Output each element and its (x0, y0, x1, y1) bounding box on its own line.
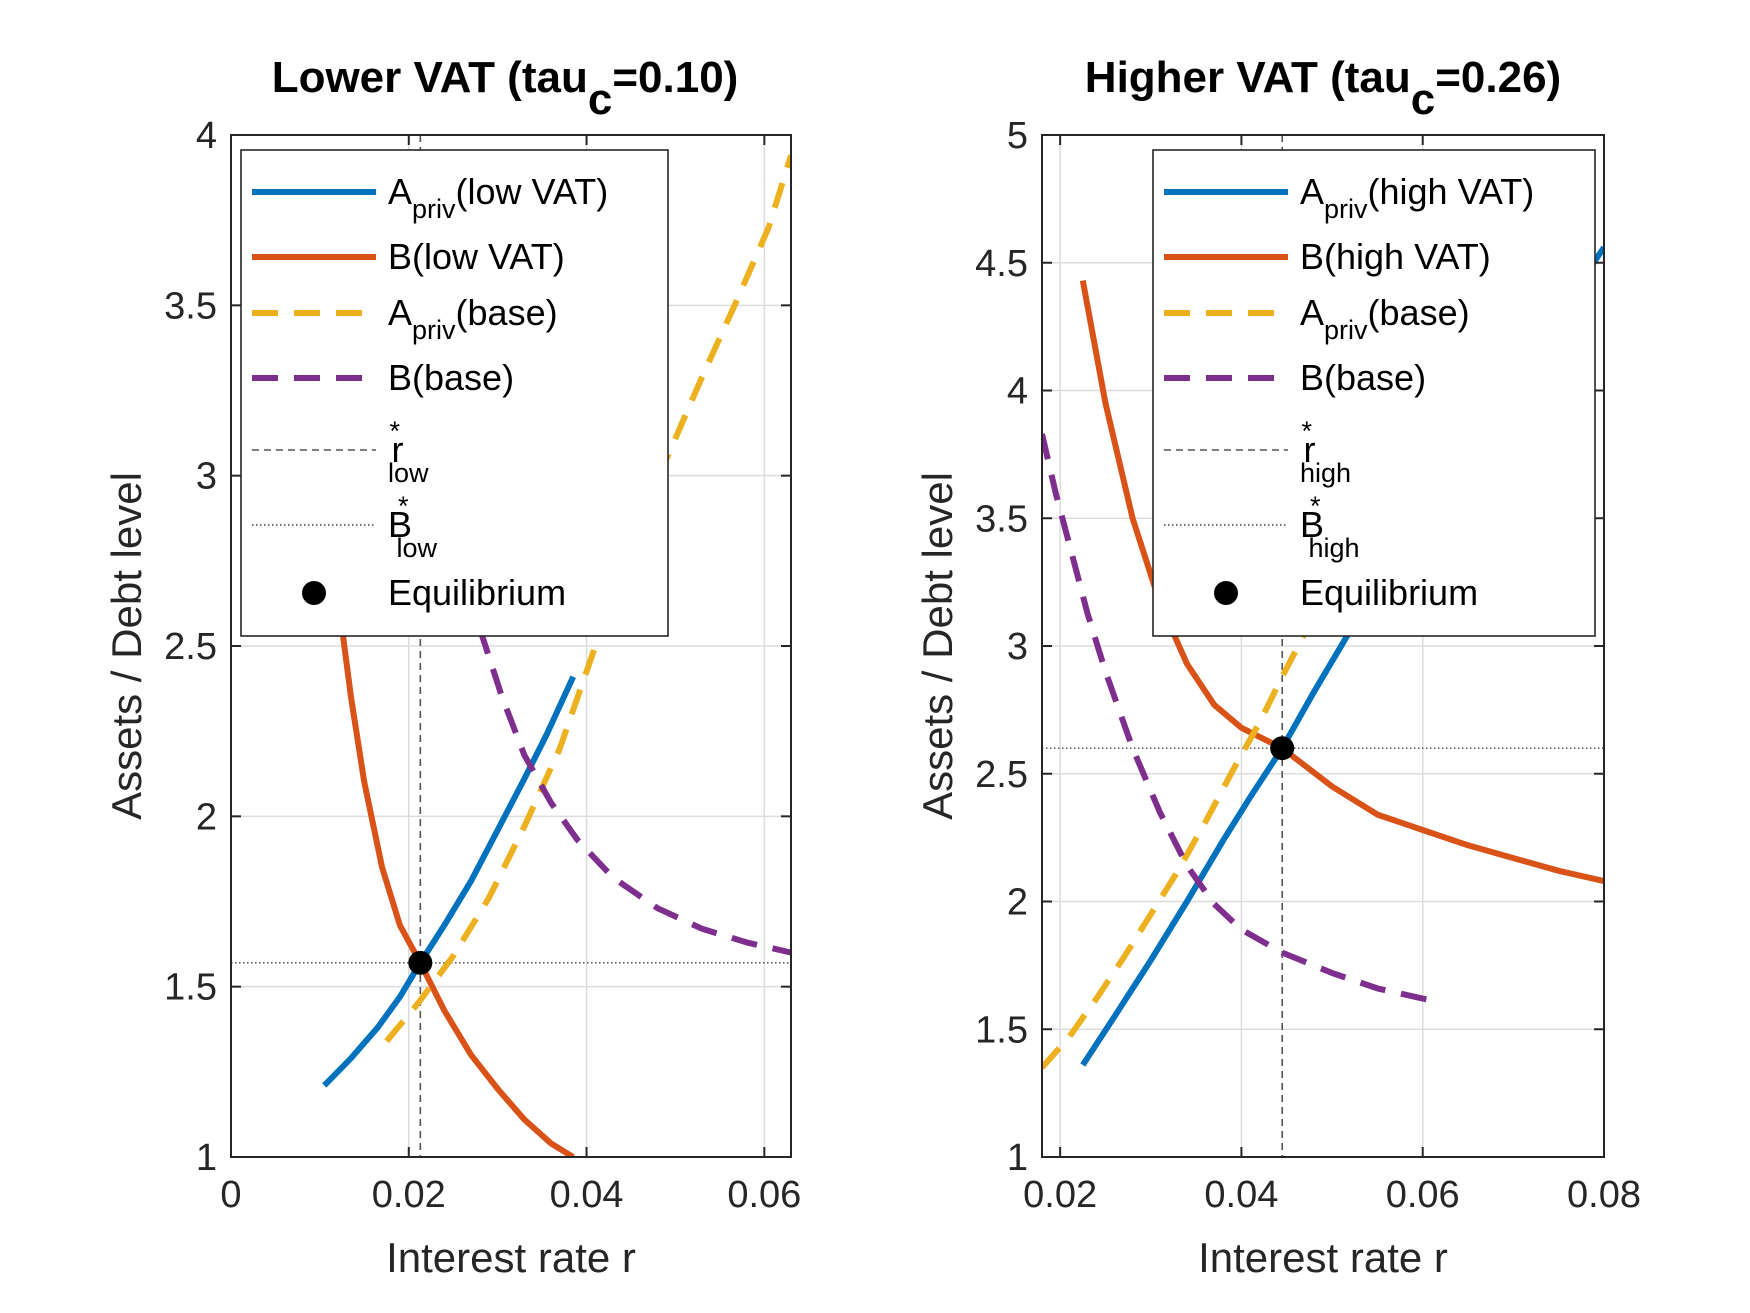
y-tick-label: 3.5 (164, 285, 217, 327)
y-tick-label: 2.5 (164, 626, 217, 668)
legend-box (240, 149, 669, 637)
x-tick-label: 0.02 (1023, 1174, 1097, 1216)
y-tick-label: 4.5 (975, 243, 1028, 285)
series-line-b-base (477, 628, 791, 956)
x-tick-label: 0 (220, 1174, 241, 1216)
x-tick-label: 0.04 (550, 1174, 624, 1216)
legend: Apriv(low VAT) B(low VAT) Apriv(base) B(bas… (240, 149, 669, 637)
series-line-b-base (1042, 433, 1437, 1005)
y-tick-label: 1.5 (975, 1009, 1028, 1051)
x-tick-label: 0.06 (1386, 1174, 1460, 1216)
legend-entry: Apriv(base) (388, 292, 558, 345)
y-tick-label: 2 (196, 796, 217, 838)
series-group (231, 135, 791, 1157)
legend-marker (1214, 581, 1238, 605)
series-line-b-low-vat (339, 628, 575, 1157)
legend-entry: B(low VAT) (388, 236, 565, 277)
y-tick-label: 1 (1007, 1137, 1028, 1179)
y-axis-label: Assets / Debt level (103, 472, 150, 820)
y-tick-label: 3 (1007, 626, 1028, 668)
y-tick-label: 1 (196, 1137, 217, 1179)
legend-entry-r-star: r* low (388, 416, 429, 488)
x-tick-label: 0.04 (1204, 1174, 1278, 1216)
legend-entry-equilibrium: Equilibrium (1300, 572, 1478, 613)
chart-title: Lower VAT (tauc=0.10) (272, 53, 739, 124)
y-tick-label: 2.5 (975, 754, 1028, 796)
chart-title: Higher VAT (tauc=0.26) (1085, 53, 1561, 124)
y-tick-label: 5 (1007, 115, 1028, 157)
x-tick-label: 0.02 (372, 1174, 446, 1216)
legend-entry-equilibrium: Equilibrium (388, 572, 566, 613)
x-axis-label: Interest rate r (1198, 1234, 1448, 1281)
series-line-a-priv-base (1042, 631, 1308, 1070)
y-tick-label: 3.5 (975, 498, 1028, 540)
legend-entry: Apriv(high VAT) (1300, 171, 1534, 224)
y-tick-label: 1.5 (164, 967, 217, 1009)
legend-entry: Apriv(base) (1300, 292, 1470, 345)
y-tick-label: 2 (1007, 882, 1028, 924)
x-tick-label: 0.06 (727, 1174, 801, 1216)
legend-entry: B(high VAT) (1300, 236, 1491, 277)
equilibrium-point (1270, 736, 1295, 761)
y-tick-label: 4 (1007, 371, 1028, 413)
x-tick-label: 0.08 (1567, 1174, 1641, 1216)
x-axis-label: Interest rate r (386, 1234, 636, 1281)
left-chart-panel: 0 0.02 0.04 0.06 1 1.5 2 2.5 3 3.5 4 Interest rate … (103, 53, 801, 1281)
equilibrium-point (408, 950, 433, 975)
legend-entry: Apriv(low VAT) (388, 171, 608, 224)
legend-entry-b-star: B* low (388, 491, 438, 563)
legend-marker (302, 581, 326, 605)
y-tick-label: 4 (196, 115, 217, 157)
legend-box (1152, 149, 1596, 637)
legend-entry-r-star: r* high (1300, 416, 1351, 488)
legend-entry: B(base) (1300, 357, 1426, 398)
y-tick-label: 3 (196, 456, 217, 498)
series-line-a-priv-base (384, 154, 791, 1044)
legend-entry: B(base) (388, 357, 514, 398)
right-chart-panel: 0.02 0.04 0.06 0.08 1 1.5 2 2.5 3 3.5 4 4.5 5 Interes… (914, 53, 1641, 1281)
legend-entry-b-star: B* high (1300, 491, 1360, 563)
legend: Apriv(high VAT) B(high VAT) Apriv(base) B(b… (1152, 149, 1596, 637)
y-axis-label: Assets / Debt level (914, 472, 961, 820)
